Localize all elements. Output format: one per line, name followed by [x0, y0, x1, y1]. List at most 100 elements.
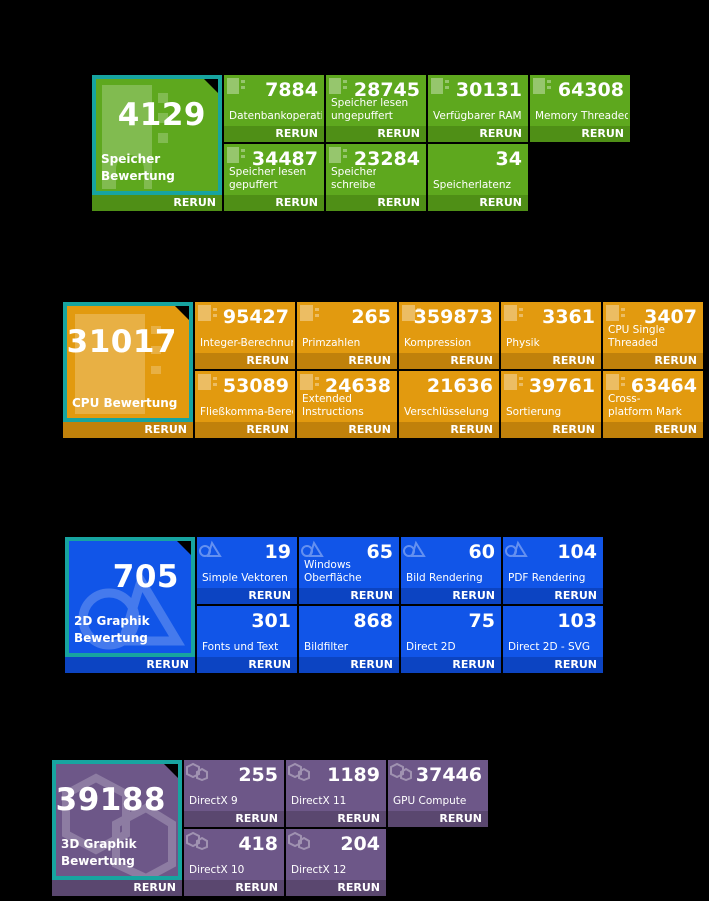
rerun-button[interactable]: RERUN — [246, 423, 289, 436]
graphics3d-test-tile[interactable]: 204 DirectX 12 RERUN — [286, 829, 386, 896]
cpu-chip-icon — [75, 314, 161, 414]
test-value: 64308 — [557, 79, 624, 101]
cpu-test-tile[interactable]: 95427 Integer-Berechnungen RERUN — [195, 302, 295, 369]
cpu-rerun-button[interactable]: RERUN — [144, 423, 187, 436]
cpu-test-tile[interactable]: 21636 Verschlüsselung RERUN — [399, 371, 499, 438]
cpu-score-label: CPU Bewertung — [72, 396, 178, 410]
rerun-button[interactable]: RERUN — [235, 881, 278, 894]
rerun-button[interactable]: RERUN — [439, 812, 482, 825]
rerun-button[interactable]: RERUN — [275, 196, 318, 209]
graphics2d-test-tile[interactable]: 19 Simple Vektoren RERUN — [197, 537, 297, 604]
memory-rerun-button[interactable]: RERUN — [173, 196, 216, 209]
graphics2d-test-tile[interactable]: 301 Fonts und Text RERUN — [197, 606, 297, 673]
ram-chip-icon — [533, 78, 551, 94]
graphics3d-score-tile[interactable]: 39188 3D Graphik Bewertung RERUN — [52, 760, 182, 896]
cpu-test-tile[interactable]: 265 Primzahlen RERUN — [297, 302, 397, 369]
cubes-3d-icon — [62, 773, 176, 876]
rerun-button[interactable]: RERUN — [248, 589, 291, 602]
test-value: 23284 — [353, 148, 420, 170]
rerun-button[interactable]: RERUN — [552, 354, 595, 367]
memory-test-tile[interactable]: 30131 Verfügbarer RAM RERUN — [428, 75, 528, 142]
cpu-test-tile[interactable]: 53089 Fließkomma-Berechnungen RERUN — [195, 371, 295, 438]
rerun-button[interactable]: RERUN — [235, 812, 278, 825]
test-name: DirectX 12 — [291, 864, 347, 876]
rerun-button[interactable]: RERUN — [337, 812, 380, 825]
test-value: 301 — [251, 610, 291, 632]
rerun-button[interactable]: RERUN — [348, 354, 391, 367]
rerun-button[interactable]: RERUN — [654, 354, 697, 367]
test-value: 21636 — [426, 375, 493, 397]
ram-chip-icon — [329, 78, 347, 94]
cpu-test-tile[interactable]: 39761 Sortierung RERUN — [501, 371, 601, 438]
shapes-2d-icon — [78, 569, 185, 650]
rerun-button[interactable]: RERUN — [479, 127, 522, 140]
rerun-button[interactable]: RERUN — [554, 658, 597, 671]
memory-score-tile[interactable]: 4129 Speicher Bewertung RERUN — [92, 75, 222, 211]
cpu-test-tile[interactable]: 3407 CPU Single Threaded RERUN — [603, 302, 703, 369]
cpu-test-tile[interactable]: 359873 Kompression RERUN — [399, 302, 499, 369]
graphics2d-rerun-button[interactable]: RERUN — [146, 658, 189, 671]
rerun-button[interactable]: RERUN — [350, 658, 393, 671]
graphics2d-test-tile[interactable]: 868 Bildfilter RERUN — [299, 606, 399, 673]
rerun-button[interactable]: RERUN — [581, 127, 624, 140]
test-value: 95427 — [222, 306, 289, 328]
graphics3d-test-tile[interactable]: 418 DirectX 10 RERUN — [184, 829, 284, 896]
rerun-button[interactable]: RERUN — [554, 589, 597, 602]
test-value: 3361 — [542, 306, 595, 328]
rerun-button[interactable]: RERUN — [377, 196, 420, 209]
rerun-button[interactable]: RERUN — [348, 423, 391, 436]
rerun-button[interactable]: RERUN — [377, 127, 420, 140]
rerun-button[interactable]: RERUN — [350, 589, 393, 602]
cubes-3d-icon — [186, 762, 208, 781]
rerun-button[interactable]: RERUN — [337, 881, 380, 894]
test-name: CPU Single Threaded — [608, 324, 665, 349]
cpu-chip-icon — [606, 305, 625, 321]
graphics3d-test-tile[interactable]: 1189 DirectX 11 RERUN — [286, 760, 386, 827]
rerun-button[interactable]: RERUN — [479, 196, 522, 209]
rerun-button[interactable]: RERUN — [450, 354, 493, 367]
rerun-button[interactable]: RERUN — [275, 127, 318, 140]
rerun-button[interactable]: RERUN — [248, 658, 291, 671]
graphics3d-test-tile[interactable]: 37446 GPU Compute RERUN — [388, 760, 488, 827]
test-name: Sortierung — [506, 406, 562, 418]
test-name: Speicherlatenz — [433, 179, 512, 191]
cpu-score: 31017 — [66, 324, 177, 360]
test-name: Integer-Berechnungen — [200, 337, 293, 349]
graphics2d-test-tile[interactable]: 104 PDF Rendering RERUN — [503, 537, 603, 604]
shapes-2d-icon — [505, 540, 528, 557]
graphics2d-test-tile[interactable]: 103 Direct 2D - SVG RERUN — [503, 606, 603, 673]
rerun-button[interactable]: RERUN — [552, 423, 595, 436]
rerun-button[interactable]: RERUN — [246, 354, 289, 367]
memory-test-tile[interactable]: 64308 Memory Threaded RERUN — [530, 75, 630, 142]
memory-test-tile[interactable]: 7884 Datenbankoperationen RERUN — [224, 75, 324, 142]
rerun-button[interactable]: RERUN — [450, 423, 493, 436]
test-value: 255 — [238, 764, 278, 786]
graphics2d-test-tile[interactable]: 60 Bild Rendering RERUN — [401, 537, 501, 604]
test-name: Extended Instructions (SSE) — [302, 393, 364, 418]
cpu-chip-icon — [606, 374, 625, 390]
cpu-chip-icon — [402, 305, 421, 321]
rerun-button[interactable]: RERUN — [452, 589, 495, 602]
graphics2d-test-tile[interactable]: 75 Direct 2D RERUN — [401, 606, 501, 673]
graphics3d-test-tile[interactable]: 255 DirectX 9 RERUN — [184, 760, 284, 827]
ram-chip-icon — [227, 78, 245, 94]
cpu-test-tile[interactable]: 3361 Physik RERUN — [501, 302, 601, 369]
rerun-button[interactable]: RERUN — [654, 423, 697, 436]
memory-test-tile[interactable]: 23284 Speicher schreiben RERUN — [326, 144, 426, 211]
graphics2d-score-tile[interactable]: 705 2D Graphik Bewertung RERUN — [65, 537, 195, 673]
test-name: Verfügbarer RAM — [433, 110, 522, 122]
memory-test-tile[interactable]: 34 Speicherlatenz RERUN — [428, 144, 528, 211]
graphics2d-test-tile[interactable]: 65 Windows Oberfläche RERUN — [299, 537, 399, 604]
ram-chip-icon — [329, 147, 347, 163]
rerun-button[interactable]: RERUN — [452, 658, 495, 671]
cpu-test-tile[interactable]: 24638 Extended Instructions (SSE) RERUN — [297, 371, 397, 438]
memory-test-tile[interactable]: 28745 Speicher lesen ungepuffert RERUN — [326, 75, 426, 142]
memory-test-tile[interactable]: 34487 Speicher lesen gepuffert RERUN — [224, 144, 324, 211]
cpu-test-tile[interactable]: 63464 Cross-platform Mark RERUN — [603, 371, 703, 438]
test-name: Kompression — [404, 337, 472, 349]
test-value: 24638 — [324, 375, 391, 397]
graphics3d-rerun-button[interactable]: RERUN — [133, 881, 176, 894]
graphics2d-score: 705 — [112, 559, 179, 595]
cpu-chip-icon — [504, 374, 523, 390]
cpu-score-tile[interactable]: 31017 CPU Bewertung RERUN — [63, 302, 193, 438]
